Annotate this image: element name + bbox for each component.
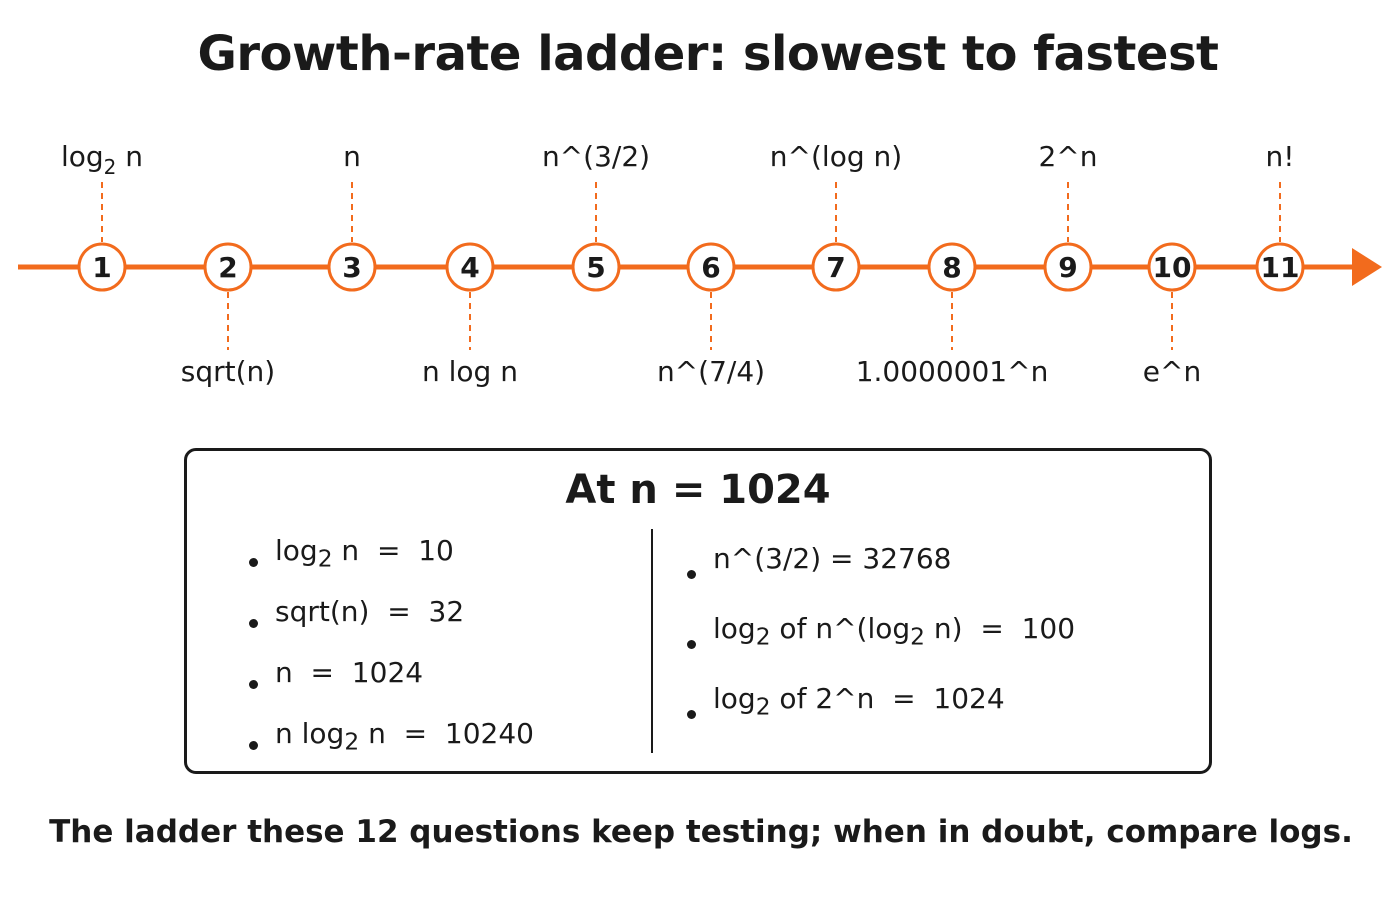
node-number: 8	[942, 251, 961, 284]
box-divider	[651, 529, 653, 753]
node-number: 5	[586, 251, 605, 284]
node-label: n^(log n)	[770, 140, 902, 173]
node-label: 2^n	[1038, 140, 1097, 173]
list-item: log2 n = 10	[245, 531, 534, 592]
node-label: n log n	[422, 355, 518, 388]
list-item: log2 of n^(log2 n) = 100	[683, 609, 1075, 679]
caption: The ladder these 12 questions keep testi…	[49, 814, 1353, 850]
left-values-list: log2 n = 10 sqrt(n) = 32 n = 1024 n log2…	[245, 531, 534, 775]
node-label: n	[343, 140, 361, 173]
node-circle	[1255, 242, 1305, 292]
node-label: n^(7/4)	[657, 355, 765, 388]
node-number: 2	[218, 251, 237, 284]
node-circle	[77, 242, 127, 292]
node-number: 1	[92, 251, 111, 284]
node-label: n!	[1266, 140, 1295, 173]
node-circle	[927, 242, 977, 292]
list-item: log2 of 2^n = 1024	[683, 679, 1075, 749]
node-label: sqrt(n)	[181, 355, 275, 388]
node-number: 6	[701, 251, 720, 284]
list-item: n log2 n = 10240	[245, 714, 534, 775]
node-label: 1.0000001^n	[856, 355, 1049, 388]
node-number: 9	[1058, 251, 1077, 284]
node-number: 4	[460, 251, 479, 284]
node-number: 11	[1261, 251, 1300, 284]
right-values-list: n^(3/2) = 32768 log2 of n^(log2 n) = 100…	[683, 539, 1075, 749]
node-number: 7	[826, 251, 845, 284]
list-item: sqrt(n) = 32	[245, 592, 534, 653]
page-title: Growth-rate ladder: slowest to fastest	[197, 26, 1219, 82]
box-title: At n = 1024	[565, 467, 831, 513]
list-item: n = 1024	[245, 653, 534, 714]
node-circle	[445, 242, 495, 292]
list-item: n^(3/2) = 32768	[683, 539, 1075, 609]
node-label: n^(3/2)	[542, 140, 650, 173]
node-number: 10	[1153, 251, 1192, 284]
ladder-arrowhead-icon	[1352, 248, 1382, 286]
node-circle	[1043, 242, 1093, 292]
node-label: e^n	[1143, 355, 1201, 388]
node-circle	[203, 242, 253, 292]
values-at-n-box: At n = 1024 log2 n = 10 sqrt(n) = 32 n =…	[184, 448, 1212, 774]
node-number: 3	[342, 251, 361, 284]
node-circle	[686, 242, 736, 292]
growth-ladder: 1 log2 n 2 sqrt(n) 3 n 4 n log n 5 n^(3/2) 6 n^(7/4…	[18, 140, 1382, 388]
node-circle	[811, 242, 861, 292]
node-label: log2 n	[61, 140, 143, 179]
node-circle	[571, 242, 621, 292]
node-circle	[327, 242, 377, 292]
node-circle	[1147, 242, 1197, 292]
